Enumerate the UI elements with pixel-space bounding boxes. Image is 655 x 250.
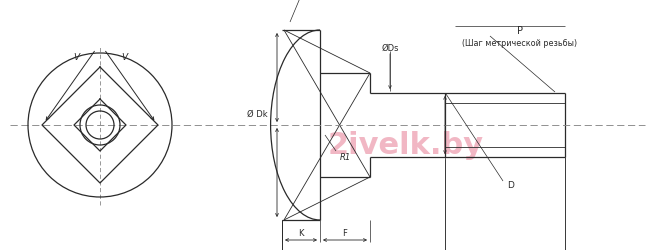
Text: V: V (121, 53, 127, 62)
Text: R1: R1 (340, 153, 351, 162)
Text: D: D (507, 181, 514, 190)
Text: F: F (343, 228, 347, 237)
Text: ØDs: ØDs (381, 43, 399, 52)
Text: P: P (517, 26, 523, 36)
Text: K: K (298, 228, 304, 237)
Text: 2ivelk.by: 2ivelk.by (328, 130, 484, 160)
Text: Ø Dk: Ø Dk (248, 109, 268, 118)
Text: (Шаг метрической резьбы): (Шаг метрической резьбы) (462, 38, 578, 47)
Text: V: V (73, 53, 79, 62)
